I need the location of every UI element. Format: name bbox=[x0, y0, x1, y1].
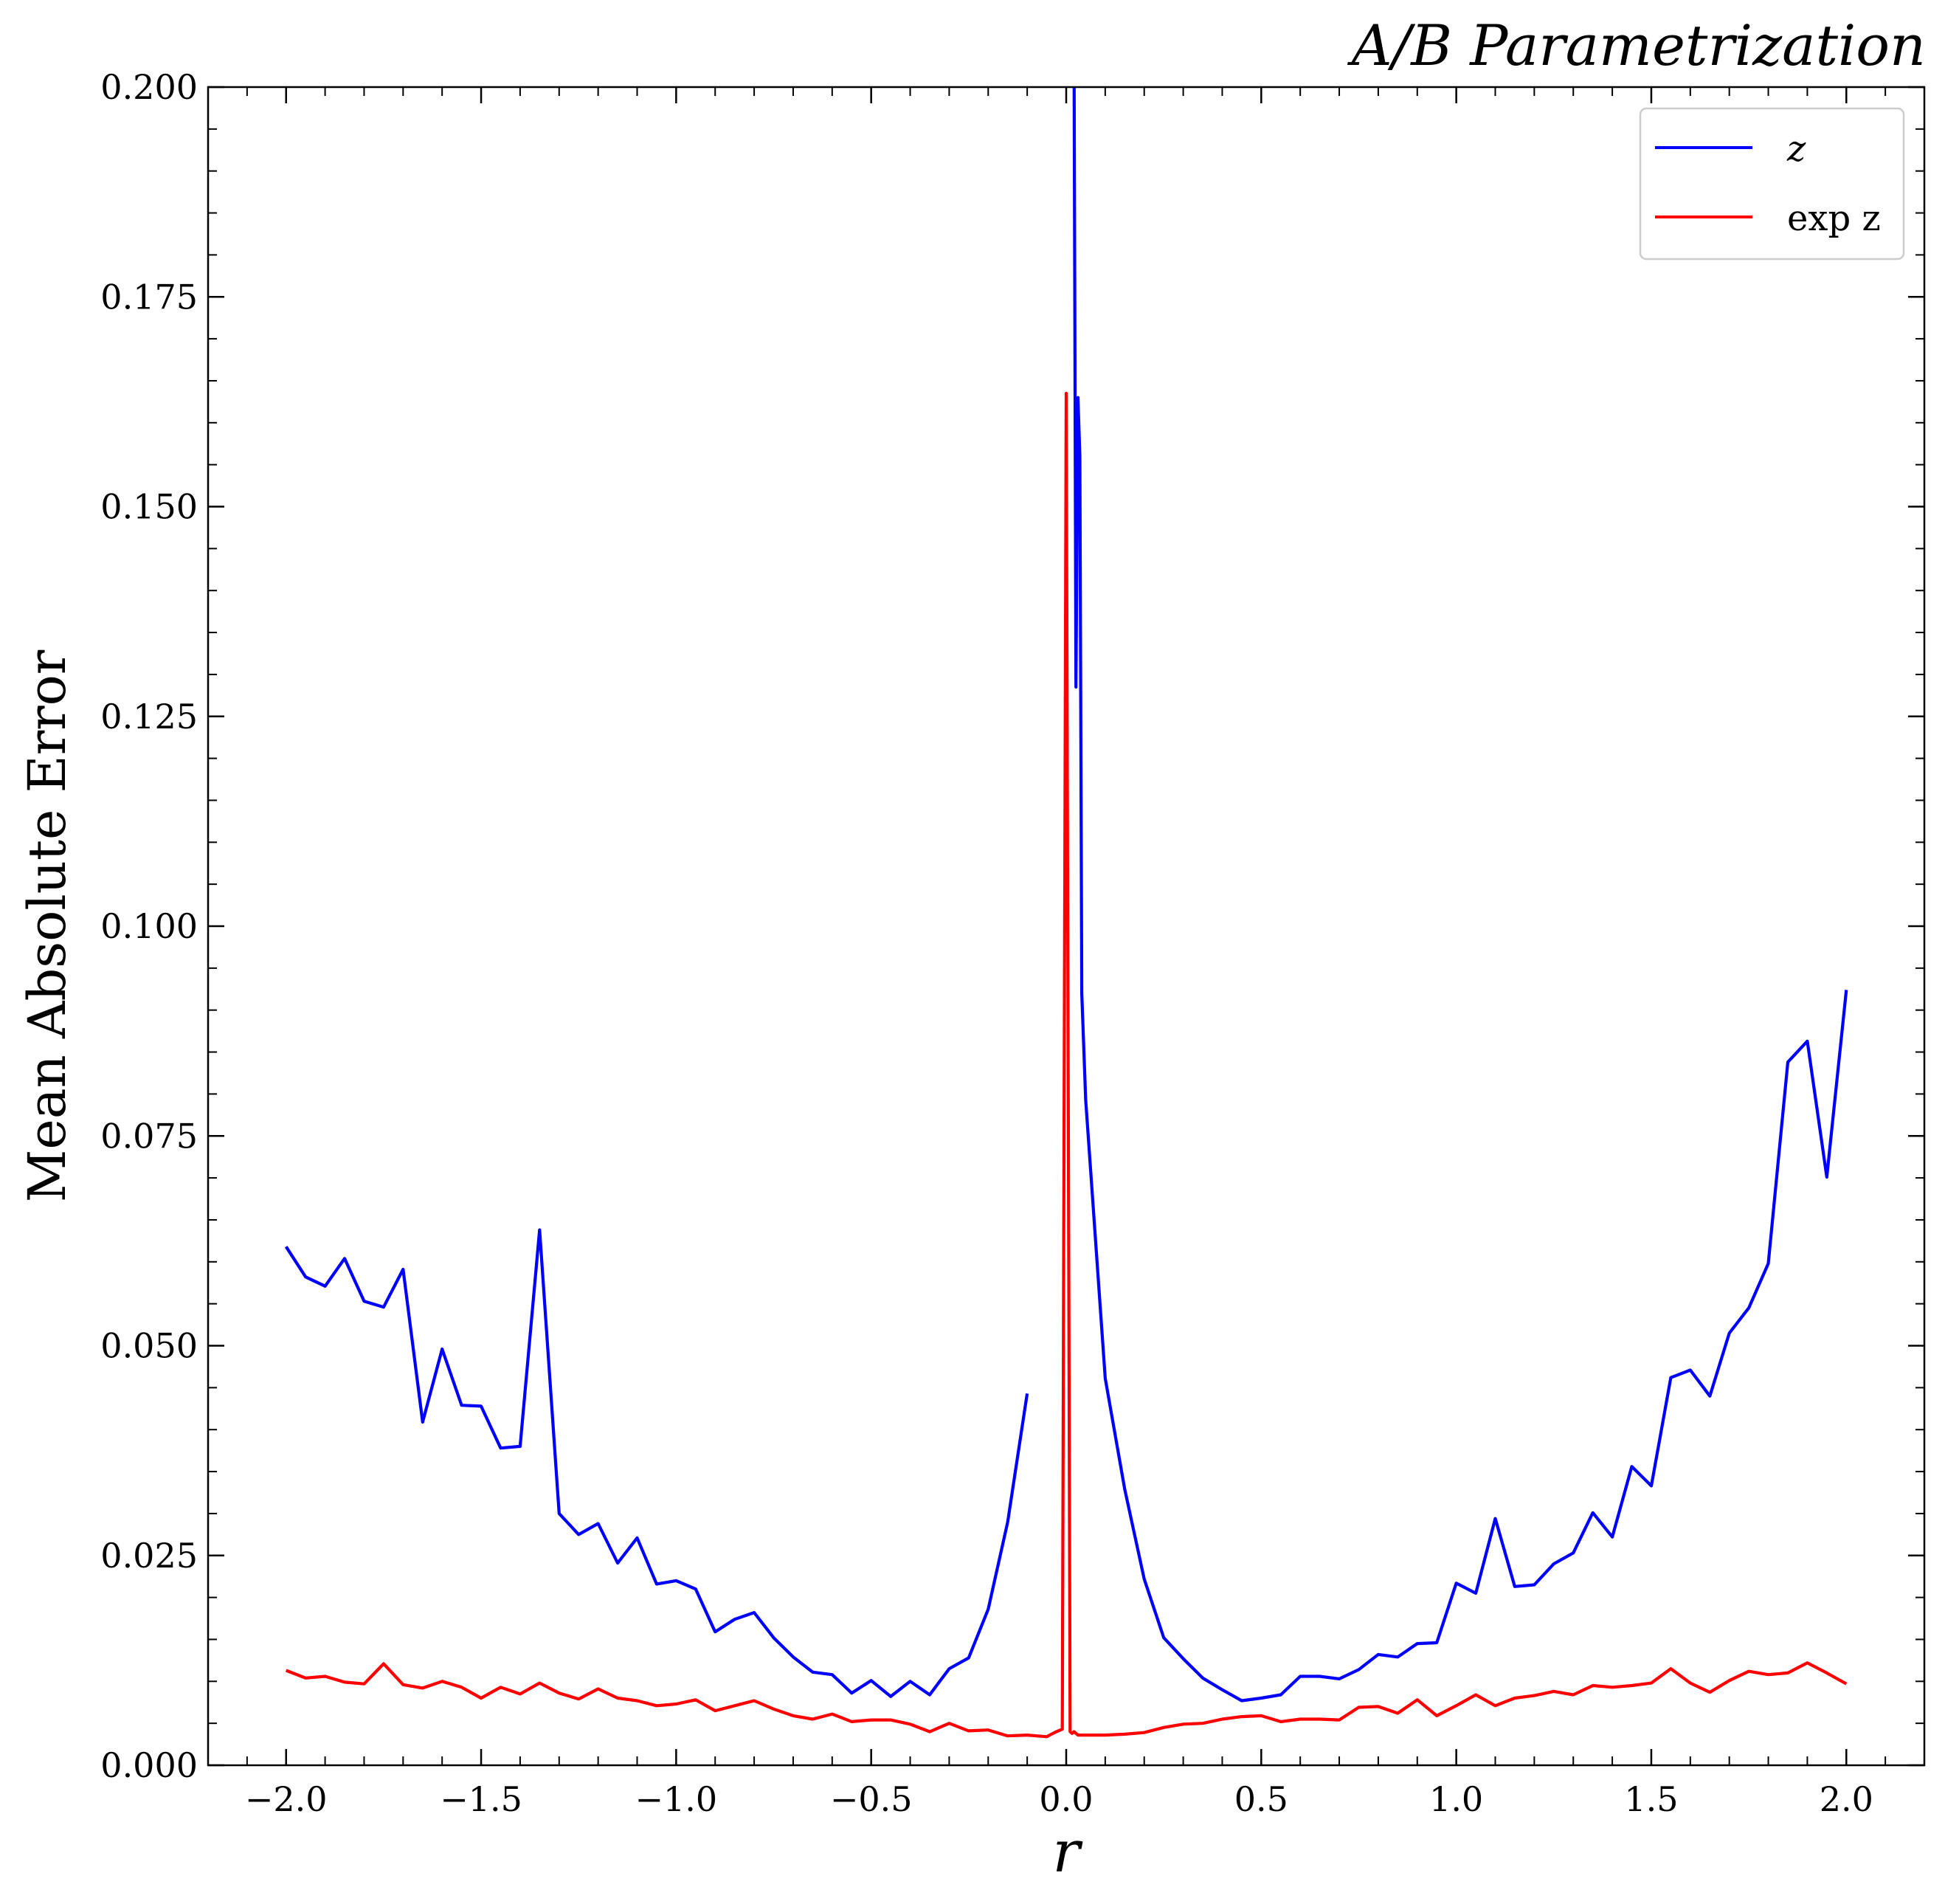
legend-label-exp-z: exp z bbox=[1787, 198, 1881, 239]
y-tick-label: 0.125 bbox=[100, 697, 198, 737]
x-tick-label: 1.0 bbox=[1429, 1779, 1483, 1819]
axis-ticks bbox=[207, 86, 1925, 1767]
y-tick-label: 0.050 bbox=[100, 1326, 198, 1366]
x-tick-label: −2.0 bbox=[245, 1779, 328, 1819]
chart-title: A/B Parametrization bbox=[1347, 13, 1926, 78]
x-tick-label: 1.5 bbox=[1624, 1779, 1678, 1819]
x-tick-label: 0.5 bbox=[1234, 1779, 1288, 1819]
y-tick-label: 0.150 bbox=[100, 487, 198, 527]
y-tick-label: 0.175 bbox=[100, 277, 198, 317]
y-tick-label: 0.025 bbox=[100, 1536, 198, 1576]
legend-label-z: z bbox=[1786, 128, 1806, 170]
plot-lines bbox=[284, 87, 1848, 1739]
legend: z exp z bbox=[1639, 107, 1905, 261]
y-tick-label: 0.000 bbox=[100, 1745, 198, 1785]
series-line-z-segment-0 bbox=[284, 1228, 1029, 1698]
series-line-z-segment-1 bbox=[1072, 87, 1848, 1703]
x-tick-label: −0.5 bbox=[830, 1779, 913, 1819]
series-line-exp-z-segment-0 bbox=[285, 391, 1848, 1739]
x-axis-label: r bbox=[1052, 1819, 1083, 1886]
tick-labels: −2.0 −1.5 −1.0 −0.5 0.0 0.5 1.0 1.5 2.0 0.000 0.02… bbox=[100, 67, 1873, 1819]
plot-frame bbox=[207, 86, 1926, 1767]
x-tick-label: 0.0 bbox=[1039, 1779, 1093, 1819]
y-tick-label: 0.200 bbox=[100, 67, 198, 107]
x-tick-label: −1.5 bbox=[440, 1779, 522, 1819]
x-tick-label: −1.0 bbox=[635, 1779, 718, 1819]
y-axis-label: Mean Absolute Error bbox=[17, 649, 77, 1202]
x-tick-label: 2.0 bbox=[1820, 1779, 1873, 1819]
y-tick-label: 0.075 bbox=[100, 1116, 198, 1156]
y-tick-label: 0.100 bbox=[100, 906, 198, 946]
